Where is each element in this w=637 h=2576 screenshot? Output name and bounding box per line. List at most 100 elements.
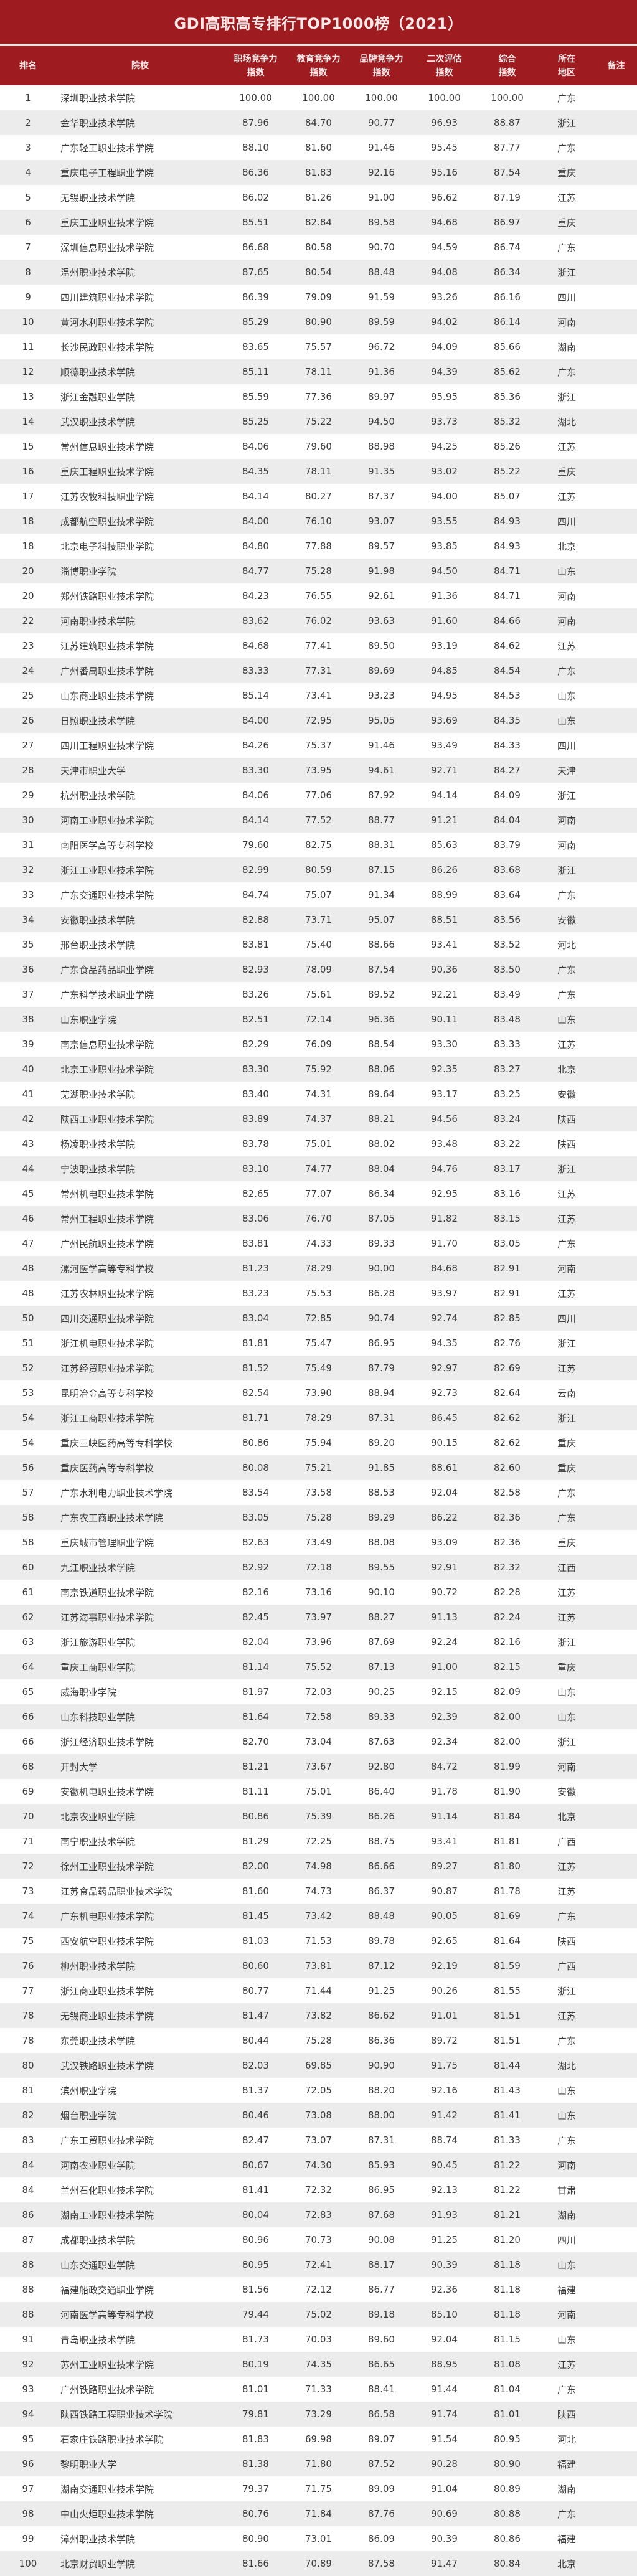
table-row: 61 南京铁道职业技术学院 82.16 73.16 90.10 90.72 82.28 江苏: [0, 1580, 637, 1605]
cell-education: 74.77: [305, 1163, 332, 1174]
table-row: 20 郑州铁路职业技术学院 84.23 76.55 92.61 91.36 84.71 河南: [0, 583, 637, 608]
cell-career: 81.66: [242, 2558, 269, 2569]
cell-career: 82.51: [242, 1014, 269, 1025]
cell-school: 广东工贸职业技术学院: [60, 2135, 154, 2146]
table-row: 15 常州信息职业技术学院 84.06 79.60 88.98 94.25 85.26 江苏: [0, 434, 637, 459]
cell-education: 78.09: [305, 964, 332, 975]
cell-rank: 26: [22, 715, 34, 726]
table-row: 46 常州工程职业技术学院 83.06 76.70 87.05 91.82 83.15 江苏: [0, 1206, 637, 1231]
cell-brand: 90.74: [368, 1313, 395, 1324]
cell-overall: 83.52: [494, 939, 521, 950]
cell-school: 安徽职业技术学院: [60, 914, 136, 926]
cell-career: 86.02: [242, 192, 269, 203]
cell-overall: 81.41: [494, 2110, 521, 2121]
cell-school: 北京电子科技职业学院: [60, 540, 154, 552]
cell-rank: 66: [22, 1711, 34, 1722]
cell-brand: 90.10: [368, 1587, 395, 1598]
cell-brand: 89.18: [368, 2309, 395, 2320]
cell-rank: 70: [22, 1811, 34, 1822]
cell-overall: 81.33: [494, 2135, 521, 2146]
cell-region: 浙江: [557, 1412, 576, 1424]
cell-school: 广州民航职业技术学院: [60, 1238, 154, 1250]
cell-school: 成都航空职业技术学院: [60, 516, 154, 527]
cell-region: 山东: [557, 690, 576, 702]
cell-career: 83.30: [242, 1064, 269, 1075]
cell-career: 83.40: [242, 1088, 269, 1100]
cell-region: 安徽: [557, 914, 576, 926]
cell-education: 80.54: [305, 267, 332, 278]
cell-school: 金华职业技术学院: [60, 117, 136, 129]
cell-brand: 88.98: [368, 441, 395, 452]
cell-education: 81.60: [305, 142, 332, 153]
cell-education: 74.30: [305, 2159, 332, 2171]
cell-brand: 88.53: [368, 1487, 395, 1498]
cell-secondary: 94.95: [431, 690, 458, 701]
cell-school: 常州机电职业技术学院: [60, 1188, 154, 1200]
cell-region: 山东: [557, 1711, 576, 1723]
table-row: 78 无锡商业职业技术学院 81.47 73.82 86.62 91.01 81.51 江苏: [0, 2003, 637, 2028]
cell-education: 73.49: [305, 1537, 332, 1548]
cell-career: 84.06: [242, 441, 269, 452]
cell-rank: 52: [22, 1362, 34, 1374]
cell-brand: 88.06: [368, 1064, 395, 1075]
cell-overall: 86.97: [494, 217, 521, 228]
cell-secondary: 93.17: [431, 1088, 458, 1100]
cell-brand: 92.16: [368, 167, 395, 178]
cell-rank: 86: [22, 2209, 34, 2220]
cell-school: 广东食品药品职业学院: [60, 964, 154, 976]
cell-career: 84.00: [242, 516, 269, 527]
cell-overall: 81.44: [494, 2060, 521, 2071]
cell-secondary: 93.26: [431, 291, 458, 303]
cell-region: 云南: [557, 1387, 576, 1399]
cell-brand: 88.41: [368, 2384, 395, 2395]
cell-school: 淄博职业学院: [60, 565, 117, 577]
cell-brand: 94.50: [368, 416, 395, 427]
header-brand-line2: 指数: [372, 67, 390, 78]
cell-rank: 10: [22, 316, 34, 328]
cell-brand: 88.48: [368, 1910, 395, 1922]
cell-region: 浙江: [557, 1636, 576, 1648]
cell-brand: 87.31: [368, 1412, 395, 1423]
cell-school: 成都职业技术学院: [60, 2234, 136, 2246]
cell-career: 81.45: [242, 1910, 269, 1922]
cell-overall: 80.86: [494, 2533, 521, 2544]
table-row: 23 江苏建筑职业技术学院 84.68 77.41 89.50 93.19 84.62 江苏: [0, 633, 637, 658]
cell-rank: 53: [22, 1387, 34, 1399]
cell-career: 84.74: [242, 889, 269, 900]
cell-rank: 33: [22, 889, 34, 900]
table-row: 60 九江职业技术学院 82.92 72.18 89.55 92.91 82.32 江西: [0, 1555, 637, 1580]
cell-school: 山东商业职业技术学院: [60, 690, 154, 702]
table-row: 56 重庆医药高等专科学校 80.08 75.21 91.85 88.61 82.60 重庆: [0, 1455, 637, 1480]
cell-education: 78.11: [305, 466, 332, 477]
cell-career: 83.30: [242, 765, 269, 776]
cell-rank: 72: [22, 1861, 34, 1872]
cell-career: 79.60: [242, 839, 269, 851]
header-career: 职场竞争力 指数: [224, 46, 287, 85]
cell-career: 79.44: [242, 2309, 269, 2320]
cell-secondary: 94.35: [431, 1338, 458, 1349]
cell-education: 76.02: [305, 615, 332, 626]
cell-career: 83.33: [242, 665, 269, 676]
cell-secondary: 94.02: [431, 316, 458, 328]
page-title: GDI高职高专排行TOP1000榜（2021）: [174, 14, 463, 32]
cell-school: 南阳医学高等专科学校: [60, 839, 154, 851]
cell-brand: 91.46: [368, 740, 395, 751]
header-overall: 综合 指数: [476, 46, 539, 85]
header-region: 所在 地区: [539, 46, 595, 85]
cell-school: 柳州职业技术学院: [60, 1960, 136, 1972]
cell-brand: 89.52: [368, 989, 395, 1000]
table-row: 25 山东商业职业技术学院 85.14 73.41 93.23 94.95 84.53 山东: [0, 683, 637, 708]
cell-rank: 13: [22, 391, 34, 402]
cell-career: 81.14: [242, 1661, 269, 1673]
cell-school: 北京农业职业学院: [60, 1811, 136, 1823]
cell-career: 82.16: [242, 1587, 269, 1598]
table-row: 84 兰州石化职业技术学院 81.41 72.32 86.95 92.13 81.22 甘肃: [0, 2177, 637, 2202]
cell-brand: 89.20: [368, 1437, 395, 1448]
cell-overall: 84.93: [494, 516, 521, 527]
cell-overall: 82.69: [494, 1362, 521, 1374]
cell-secondary: 88.99: [431, 889, 458, 900]
header-note: 备注: [607, 60, 625, 71]
cell-education: 73.71: [305, 914, 332, 925]
cell-secondary: 91.13: [431, 1611, 458, 1623]
cell-career: 84.26: [242, 740, 269, 751]
